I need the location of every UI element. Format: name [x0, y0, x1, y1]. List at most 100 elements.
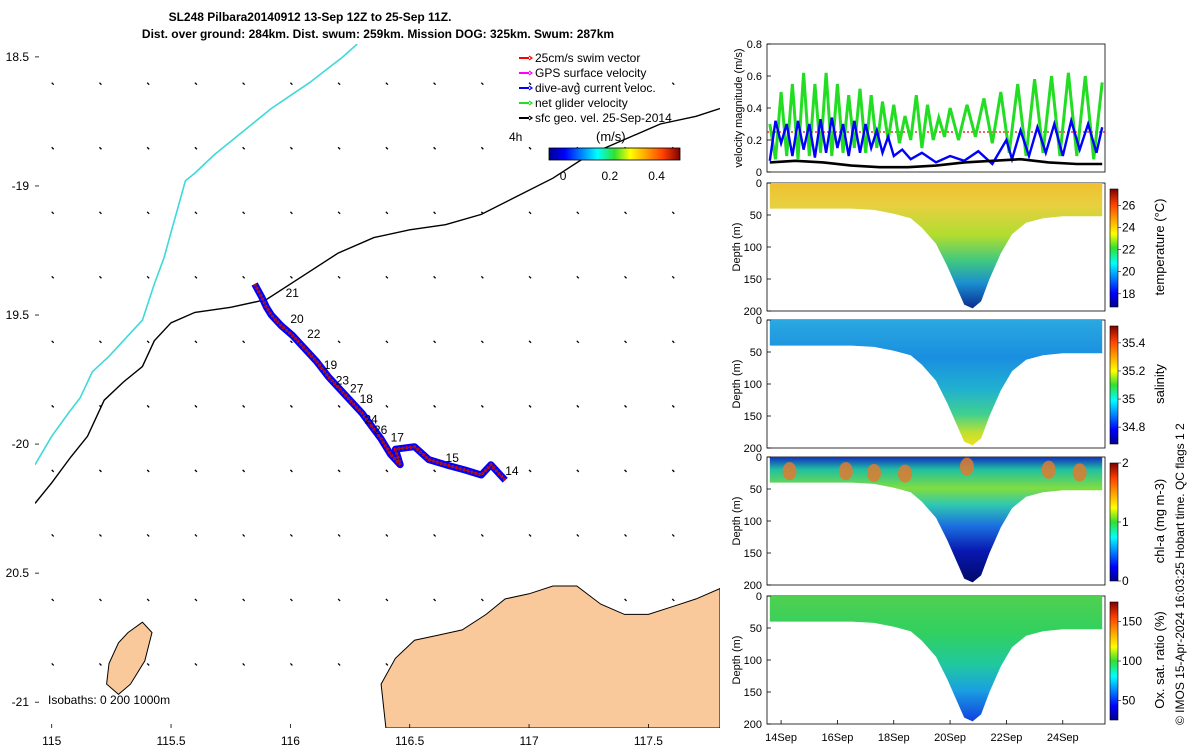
legend-label: sfc geo. vel. 25-Sep-2014 — [535, 111, 672, 125]
velocity-y-axis: 0 0.2 0.4 0.6 0.8 — [747, 39, 771, 179]
current-vector — [528, 275, 532, 279]
depth-tick-label: 200 — [744, 580, 762, 592]
current-vector — [433, 469, 437, 473]
current-vector — [51, 663, 55, 666]
current-vector — [194, 275, 198, 279]
figure-title-line2: Dist. over ground: 284km. Dist. swum: 25… — [142, 27, 614, 41]
current-vector — [242, 275, 246, 279]
time-tick-label: 24Sep — [1047, 732, 1079, 744]
current-vector — [576, 275, 580, 279]
current-vector — [51, 533, 55, 537]
current-vector — [51, 211, 55, 215]
current-vector — [528, 469, 532, 473]
depth-tick-label: 100 — [744, 655, 762, 667]
current-vector — [337, 663, 341, 666]
current-vector — [624, 469, 627, 473]
current-vector — [289, 340, 293, 344]
map-x-tick-label: 117 — [519, 734, 538, 748]
current-vector — [146, 146, 150, 150]
current-vector — [51, 598, 55, 602]
depth-tick-label: 0 — [756, 315, 762, 327]
chla-patch — [1041, 460, 1056, 479]
current-vector — [289, 275, 293, 279]
current-vector — [528, 146, 532, 150]
current-vector — [528, 533, 532, 537]
current-vector — [98, 469, 102, 473]
current-vector — [528, 82, 532, 86]
colorbar-label: salinity — [1152, 364, 1167, 404]
velocity-y-tick-label: 0 — [756, 167, 762, 179]
map-y-tick-label: 19.5 — [6, 308, 30, 322]
current-vector — [576, 469, 580, 473]
section-field — [769, 183, 1103, 309]
colorbar-label: temperature (°C) — [1152, 199, 1167, 296]
current-vector — [242, 404, 246, 408]
time-tick-label: 16Sep — [822, 732, 854, 744]
current-vector — [433, 82, 437, 86]
colorbar-tick-label: 26 — [1122, 199, 1136, 213]
day-label: 19 — [324, 358, 338, 372]
current-vector — [289, 598, 293, 602]
legend-arrowhead — [528, 70, 534, 76]
depth-tick-label: 200 — [744, 306, 762, 318]
current-vector — [385, 598, 389, 602]
current-vector — [242, 469, 246, 473]
current-vector — [194, 598, 198, 602]
legend-arrowhead — [528, 115, 534, 121]
current-vector — [194, 211, 198, 215]
current-vector — [337, 469, 341, 473]
day-label: 14 — [505, 464, 519, 478]
current-vector — [480, 404, 484, 408]
current-vector — [337, 533, 341, 537]
depth-axis-label: Depth (m) — [731, 223, 743, 272]
chla-patch — [959, 457, 974, 476]
colorbar-tick-label: 1 — [1122, 515, 1129, 529]
current-vector — [242, 663, 246, 666]
current-vector — [337, 275, 341, 279]
current-vector — [433, 404, 437, 408]
current-vector — [98, 146, 102, 150]
current-vector — [576, 340, 580, 344]
legend-arrowhead — [528, 85, 534, 91]
colorbar-prefix: 4h — [509, 130, 522, 144]
current-vector — [146, 340, 150, 344]
current-vector — [242, 146, 246, 150]
depth-tick-label: 50 — [750, 210, 762, 222]
velocity-ylabel: velocity magnitude (m/s) — [733, 48, 745, 167]
current-vector — [51, 146, 55, 150]
current-vector — [624, 211, 627, 215]
current-vector — [671, 469, 675, 473]
current-vector — [194, 82, 198, 86]
current-vector — [385, 404, 389, 408]
current-vector — [528, 340, 532, 344]
depth-tick-label: 50 — [750, 484, 762, 496]
depth-tick-label: 150 — [744, 687, 762, 699]
velocity-y-tick-label: 0.4 — [747, 103, 762, 115]
current-vector — [146, 469, 150, 473]
current-vector — [385, 82, 389, 86]
current-vector — [671, 533, 675, 537]
current-vector — [146, 533, 150, 537]
depth-tick-label: 100 — [744, 242, 762, 254]
current-vector — [194, 663, 198, 666]
current-vector — [576, 404, 580, 408]
current-vector — [98, 211, 102, 215]
current-vector — [242, 211, 246, 215]
current-vector — [624, 340, 627, 344]
legend-arrowhead — [528, 55, 534, 61]
land-mainland — [380, 585, 720, 728]
current-vector — [337, 404, 341, 408]
colorbar-tick-label: 0 — [560, 169, 567, 183]
current-vector — [433, 340, 437, 344]
current-vector — [624, 533, 627, 537]
current-vector — [624, 275, 627, 279]
section-field — [769, 320, 1103, 446]
depth-tick-label: 150 — [744, 411, 762, 423]
current-vector — [51, 469, 55, 473]
section-panel-temperature: 0 50 100 150 200 Depth (m) 18 20 22 24 26 temperatu… — [731, 178, 1167, 318]
current-vector — [385, 211, 389, 215]
depth-tick-label: 0 — [756, 452, 762, 464]
day-label: 21 — [286, 286, 300, 300]
current-vector — [671, 340, 675, 344]
